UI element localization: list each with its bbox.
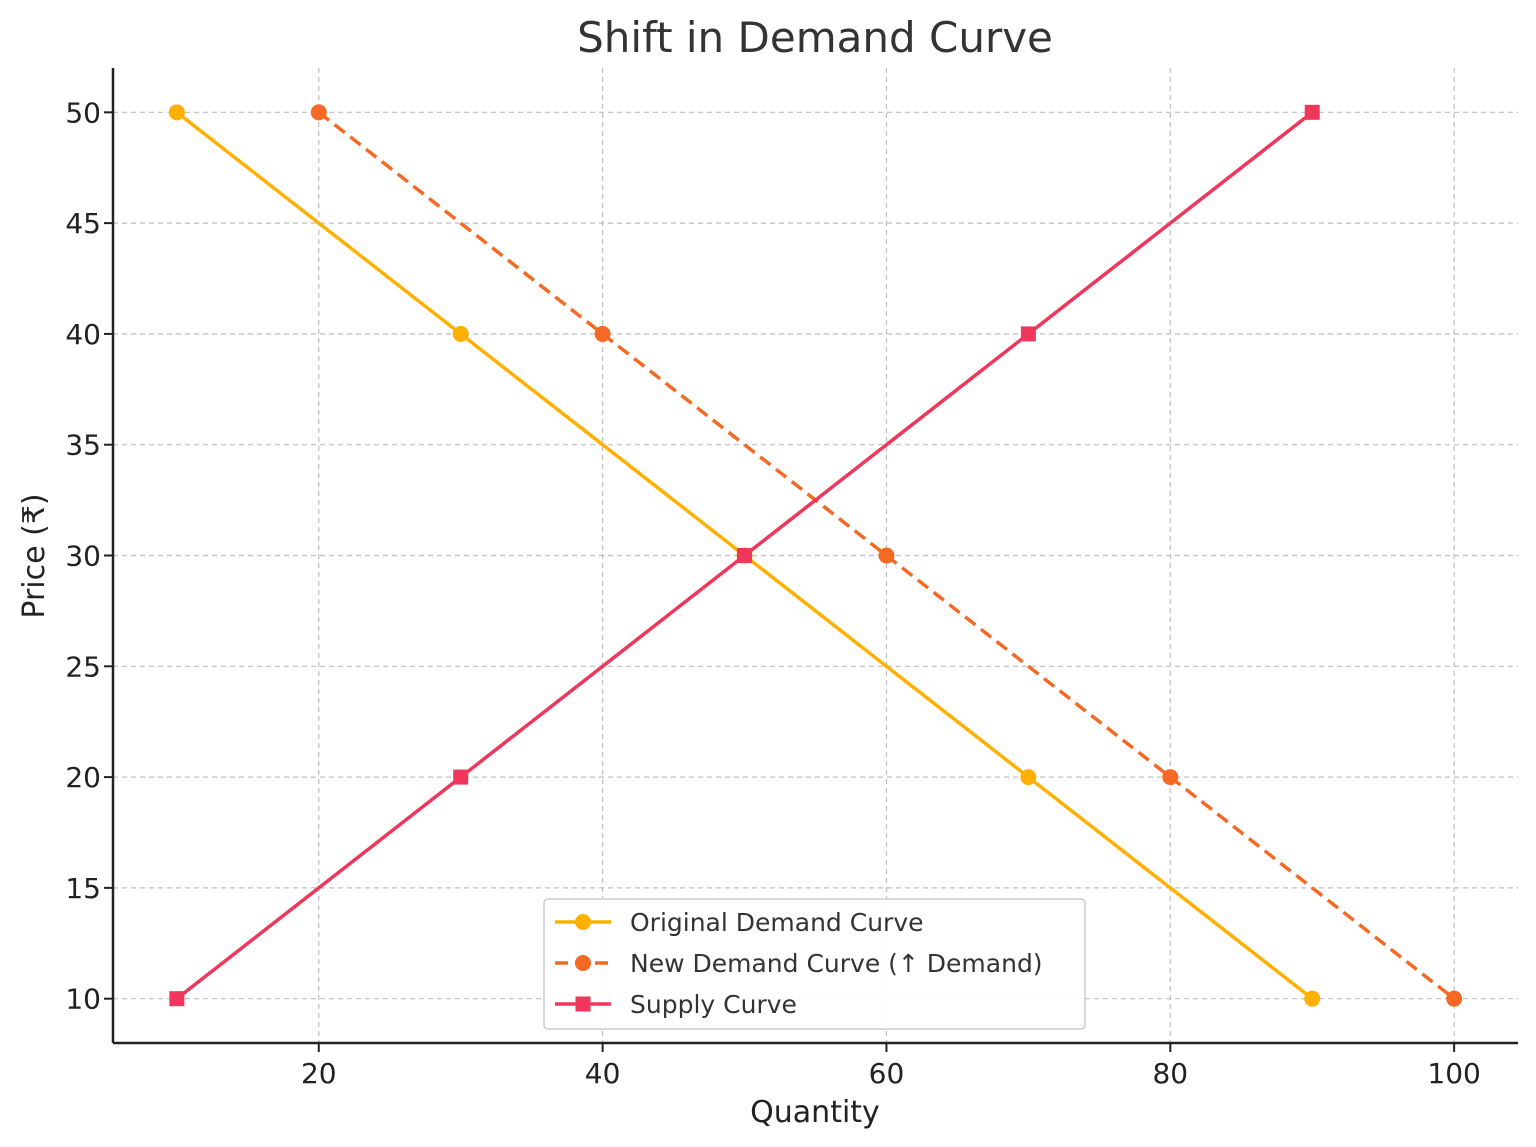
y-tick-label: 50 xyxy=(65,96,101,129)
legend-item: Original Demand Curve xyxy=(555,908,924,937)
legend-box xyxy=(543,898,1086,1030)
data-point-square xyxy=(1304,104,1320,120)
series-3 xyxy=(169,104,1320,1007)
x-tick-label: 40 xyxy=(585,1057,621,1090)
data-point-circle xyxy=(1304,990,1321,1007)
legend-marker-square xyxy=(575,996,591,1012)
data-point-circle xyxy=(878,547,895,564)
y-tick-label: 25 xyxy=(65,650,101,683)
legend-label: New Demand Curve (↑ Demand) xyxy=(630,949,1043,978)
legend-item: New Demand Curve (↑ Demand) xyxy=(555,949,1043,978)
y-axis-title: Price (₹) xyxy=(17,493,52,618)
data-point-circle xyxy=(168,104,185,121)
data-point-circle xyxy=(310,104,327,121)
data-point-circle xyxy=(1446,990,1463,1007)
legend-label: Original Demand Curve xyxy=(630,908,924,937)
ticks: 20 40 60 80 100 10 15 20 25 30 35 40 45 50 xyxy=(65,96,1481,1090)
y-tick-label: 35 xyxy=(65,429,101,462)
x-tick-label: 100 xyxy=(1427,1057,1480,1090)
y-tick-label: 30 xyxy=(65,540,101,573)
data-point-square xyxy=(169,991,185,1007)
series-2 xyxy=(310,104,1463,1007)
data-point-circle xyxy=(1162,769,1179,786)
y-tick-label: 10 xyxy=(65,983,101,1016)
data-point-square xyxy=(453,769,469,785)
x-tick-label: 80 xyxy=(1152,1057,1188,1090)
legend-marker-circle xyxy=(575,955,591,971)
data-point-circle xyxy=(1020,769,1037,786)
data-point-square xyxy=(1020,326,1036,342)
x-axis-title: Quantity xyxy=(750,1095,880,1130)
legend: Original Demand Curve New Demand Curve (↑… xyxy=(543,898,1086,1030)
chart-title: Shift in Demand Curve xyxy=(577,13,1053,62)
data-point-square xyxy=(737,548,753,563)
y-tick-label: 20 xyxy=(65,761,101,794)
y-tick-label: 45 xyxy=(65,207,101,240)
x-tick-label: 20 xyxy=(301,1057,337,1090)
series-layer xyxy=(168,104,1463,1007)
legend-item: Supply Curve xyxy=(555,990,797,1019)
legend-items: Original Demand Curve New Demand Curve (↑… xyxy=(555,908,1043,1019)
legend-marker-circle xyxy=(575,914,591,930)
data-point-circle xyxy=(452,325,469,342)
legend-label: Supply Curve xyxy=(630,990,797,1019)
x-tick-label: 60 xyxy=(869,1057,905,1090)
y-tick-label: 40 xyxy=(65,318,101,351)
data-point-circle xyxy=(594,325,611,342)
y-tick-label: 15 xyxy=(65,872,101,905)
